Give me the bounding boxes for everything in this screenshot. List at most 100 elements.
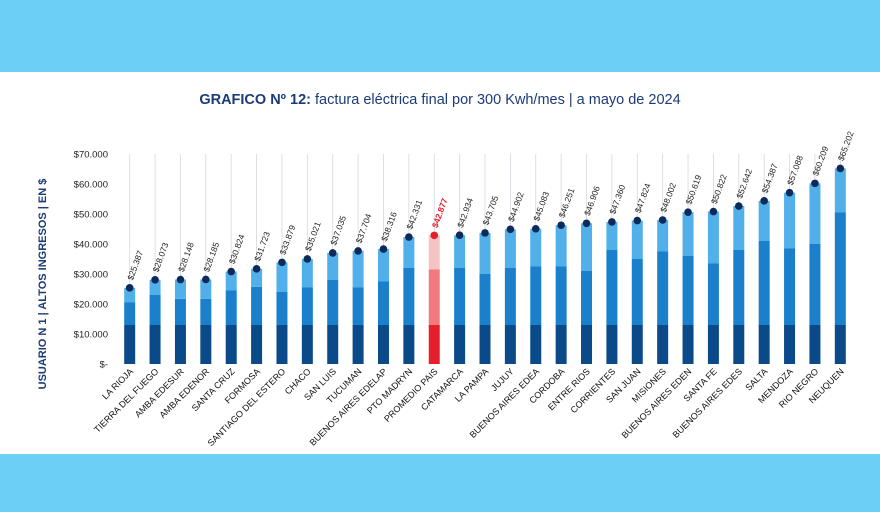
y-tick-label: $20.000 (74, 300, 108, 311)
bar-value-label: $42.331 (404, 198, 424, 231)
bar-segment-base (631, 325, 643, 364)
bar-top-marker (405, 233, 413, 241)
bar-value-label: $42.934 (455, 196, 475, 229)
bar-segment-middle (225, 290, 237, 325)
bar-top-marker (202, 275, 210, 284)
bar-segment-base (377, 325, 389, 364)
bar-top-marker (658, 216, 667, 224)
bar-top-marker (252, 265, 261, 273)
bar-value-label: $60.209 (810, 145, 830, 178)
bar-segment-middle (581, 271, 593, 325)
bar-segment-base (225, 325, 237, 364)
bar-top-marker (684, 208, 692, 216)
bar-segment-base (428, 325, 440, 364)
bar-value-label: $28.073 (151, 241, 171, 274)
bar-top-marker (785, 188, 794, 197)
bar-value-label: $44.902 (506, 190, 526, 223)
bar-value-label: $52.642 (734, 167, 754, 200)
bar-segment-top (327, 252, 339, 280)
bar-segment-top (504, 229, 516, 268)
bar-value-label: $42.877 (430, 197, 450, 230)
bar-value-label: $35.021 (303, 220, 323, 253)
bar-top-marker (557, 221, 565, 230)
bar-segment-base (834, 325, 846, 364)
bar-segment-middle (504, 268, 516, 325)
bar-segment-middle (530, 266, 542, 325)
bar-segment-base (555, 325, 567, 364)
bar-top-marker (760, 197, 768, 205)
bar-segment-top (251, 268, 263, 287)
bar-top-marker (506, 225, 515, 234)
bar-value-label: $46.251 (557, 186, 577, 219)
bar-segment-middle (454, 268, 466, 325)
bar-value-label: $50.619 (684, 173, 704, 206)
bar-segment-base (504, 325, 516, 364)
bar-segment-middle (733, 250, 745, 325)
bar-segment-top (809, 183, 821, 244)
bar-value-label: $50.822 (709, 173, 729, 206)
bar-segment-middle (479, 274, 491, 325)
chart-title-rest: factura eléctrica final por 300 Kwh/mes … (315, 92, 681, 108)
bar-value-label: $28.185 (201, 241, 221, 274)
bar-segment-middle (149, 295, 161, 325)
bar-segment-top (530, 228, 542, 267)
bar-segment-top (301, 258, 313, 288)
bar-value-label: $31.723 (252, 230, 272, 263)
bar-segment-top (479, 232, 491, 274)
bar-value-label: $46.906 (582, 184, 602, 217)
bar-segment-base (809, 325, 821, 364)
bar-segment-middle (403, 268, 415, 325)
bar-segment-base (784, 325, 796, 364)
bar-segment-middle (682, 256, 694, 325)
top-decorative-band (0, 0, 880, 72)
bar-segment-top (403, 237, 415, 268)
bar-segment-middle (124, 302, 136, 325)
bar-value-label: $37.704 (354, 212, 374, 245)
bar-value-label: $30.824 (227, 233, 247, 266)
bar-top-marker (354, 247, 362, 255)
bar-top-marker (278, 258, 286, 267)
bar-segment-middle (606, 250, 618, 325)
bar-value-label: $33.879 (277, 223, 297, 256)
bar-segment-top (682, 212, 694, 256)
bar-value-label: $37.035 (328, 214, 348, 247)
bar-segment-base (403, 325, 415, 364)
bar-segment-top (834, 168, 846, 213)
bar-segment-base (657, 325, 669, 364)
bar-segment-middle (428, 269, 440, 325)
bar-top-marker (734, 202, 743, 210)
bar-segment-middle (809, 244, 821, 325)
bar-value-label: $28.148 (176, 241, 196, 274)
y-tick-label: $50.000 (74, 210, 108, 221)
y-tick-label: $70.000 (74, 150, 108, 161)
bar-top-marker (303, 255, 312, 263)
bar-top-marker (379, 245, 388, 253)
bar-segment-top (555, 225, 567, 267)
bar-value-label: $45.083 (531, 190, 551, 223)
bar-segment-top (758, 200, 770, 241)
bar-top-marker (455, 231, 464, 239)
bar-top-marker (430, 231, 439, 240)
bar-top-marker (836, 164, 845, 173)
bar-segment-base (454, 325, 466, 364)
bar-segment-top (200, 279, 212, 299)
bar-segment-base (707, 325, 719, 364)
bar-top-marker (481, 229, 489, 237)
bar-segment-top (377, 249, 389, 282)
bar-segment-top (149, 279, 161, 295)
bar-top-marker (531, 224, 540, 233)
bar-segment-top (454, 235, 466, 268)
bar-top-marker (176, 275, 185, 284)
bar-value-label: $47.360 (607, 183, 627, 216)
bar-segment-base (149, 325, 161, 364)
bar-segment-middle (707, 263, 719, 325)
bar-segment-base (200, 325, 212, 364)
bar-segment-top (225, 271, 237, 291)
bar-segment-base (758, 325, 770, 364)
bar-value-label: $57.088 (785, 154, 805, 187)
bar-segment-base (352, 325, 364, 364)
bar-segment-middle (758, 241, 770, 325)
y-tick-label: $60.000 (74, 180, 108, 191)
bar-segment-top (707, 211, 719, 264)
bar-value-label: $43.705 (480, 194, 500, 227)
